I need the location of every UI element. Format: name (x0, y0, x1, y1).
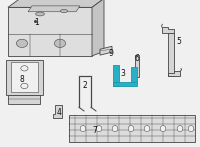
Ellipse shape (36, 12, 44, 16)
Polygon shape (113, 82, 137, 86)
Polygon shape (8, 95, 40, 104)
Ellipse shape (96, 126, 102, 132)
Polygon shape (11, 62, 38, 92)
Polygon shape (8, 7, 92, 56)
Polygon shape (28, 6, 80, 12)
Polygon shape (6, 60, 43, 95)
Polygon shape (168, 71, 180, 76)
Ellipse shape (188, 126, 194, 132)
Polygon shape (100, 46, 112, 55)
Ellipse shape (80, 126, 86, 132)
Ellipse shape (177, 126, 183, 132)
Polygon shape (113, 65, 119, 86)
Ellipse shape (112, 126, 118, 132)
Text: 3: 3 (121, 69, 125, 78)
Circle shape (16, 39, 28, 47)
Polygon shape (168, 33, 174, 76)
Polygon shape (92, 0, 104, 56)
Polygon shape (133, 55, 139, 77)
Ellipse shape (60, 9, 68, 13)
Ellipse shape (144, 126, 150, 132)
Circle shape (21, 83, 28, 89)
Circle shape (54, 39, 66, 47)
Text: 5: 5 (177, 37, 181, 46)
Ellipse shape (160, 126, 166, 132)
Polygon shape (53, 105, 62, 118)
Polygon shape (131, 67, 137, 82)
Text: 9: 9 (109, 49, 113, 58)
Text: 2: 2 (83, 81, 87, 91)
Polygon shape (162, 27, 174, 33)
Text: 7: 7 (93, 126, 97, 135)
Polygon shape (69, 115, 195, 142)
Text: 1: 1 (35, 18, 39, 27)
Circle shape (21, 66, 28, 71)
Polygon shape (8, 0, 104, 7)
Ellipse shape (128, 126, 134, 132)
Text: 8: 8 (20, 75, 24, 84)
Text: 6: 6 (135, 54, 139, 63)
Text: 4: 4 (57, 108, 61, 117)
